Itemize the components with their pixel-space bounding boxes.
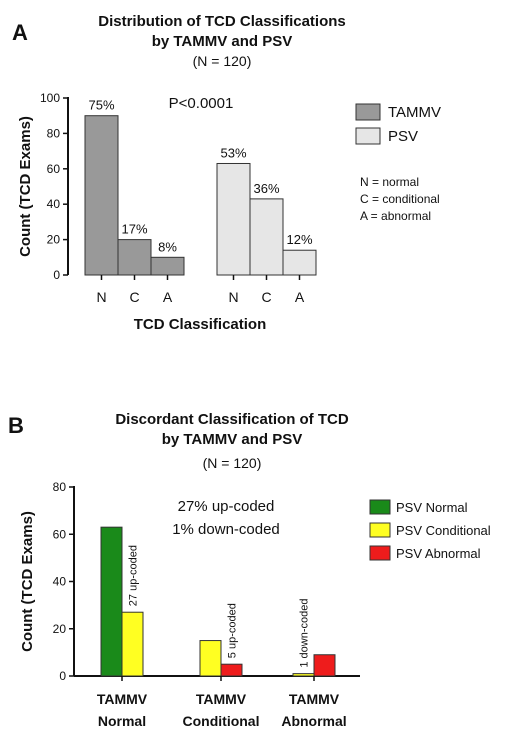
panel-b-x-tick-label: TAMMV [97,691,148,707]
panel-b-title: Discordant Classification of TCD [115,411,349,428]
panel-a-x-axis-label: TCD Classification [134,316,267,333]
panel-b-y-tick-label: 60 [53,527,67,541]
panel-b-legend-swatch [369,545,391,561]
panel-a-label: A [12,20,28,45]
panel-a-x-tick-label: A [163,289,173,305]
panel-b-x-tick-label: TAMMV [289,691,340,707]
panel-a-bar-label: 17% [121,222,147,237]
panel-a-x-tick-label: A [295,289,305,305]
panel-b-bar [199,640,222,677]
panel-a-bar-label: 75% [88,98,114,113]
panel-a-y-tick-label: 40 [47,197,61,211]
panel-a-bar [216,162,251,276]
panel-a-bar [150,256,185,276]
panel-b-label: B [8,413,24,438]
panel-b-annotation: 1% down-coded [172,521,280,538]
panel-a-legend-label: PSV [388,128,418,145]
panel-a-legend-swatch [355,127,381,145]
panel-a-bar [84,115,119,276]
panel-a-y-tick-label: 60 [47,162,61,176]
panel-b-bar [292,673,315,677]
panel-b-x-tick-label: TAMMV [196,691,247,707]
panel-a-bar [282,249,317,276]
panel-b-bar-label: 27 up-coded [128,545,140,606]
panel-b-legend-label: PSV Normal [396,500,468,515]
panel-a-key-line: N = normal [360,175,419,189]
panel-b-bar-label: 1 down-coded [299,599,311,668]
panel-a-x-tick-label: N [96,289,106,305]
panel-a-bar [117,239,152,276]
panel-b-x-tick-label: Conditional [183,713,260,729]
panel-a-bar-label: 8% [158,239,177,254]
panel-b-legend-swatch [369,522,391,538]
panel-a-key-line: C = conditional [360,192,440,206]
panel-b-subtitle: (N = 120) [203,455,262,471]
panel-a-y-tick-label: 20 [47,233,61,247]
panel-a-p-value: P<0.0001 [169,95,234,112]
panel-a-key-line: A = abnormal [360,209,431,223]
panel-b-legend-label: PSV Abnormal [396,546,481,561]
panel-b-y-tick-label: 0 [59,669,66,683]
panel-a-x-tick-label: C [261,289,271,305]
panel-b-legend-label: PSV Conditional [396,523,491,538]
panel-b-x-tick-label: Normal [98,713,146,729]
panel-a-y-tick-label: 80 [47,126,61,140]
panel-b-annotation: 27% up-coded [178,498,275,515]
panel-a-y-tick-label: 100 [40,91,60,105]
panel-b-bar-label: 5 up-coded [227,603,239,658]
panel-b-x-tick-label: Abnormal [281,713,346,729]
panel-a-bar-label: 12% [286,232,312,247]
panel-b-bar [100,526,123,677]
panel-a-bar [249,198,284,276]
panel-b-bar [121,611,144,677]
panel-a-legend-swatch [355,103,381,121]
panel-a-y-tick-label: 0 [53,268,60,282]
panel-a-title: by TAMMV and PSV [152,33,293,50]
panel-b-legend-swatch [369,499,391,515]
panel-a-x-tick-label: C [129,289,139,305]
panel-a-bar-label: 53% [220,145,246,160]
panel-a-title: Distribution of TCD Classifications [98,13,346,30]
panel-a-bar-label: 36% [253,181,279,196]
panel-a-y-axis-label: Count (TCD Exams) [17,116,34,257]
panel-a-legend-label: TAMMV [388,104,441,121]
panel-b-y-axis-label: Count (TCD Exams) [19,511,36,652]
panel-a-subtitle: (N = 120) [193,53,252,69]
panel-a-x-tick-label: N [228,289,238,305]
panel-b-title: by TAMMV and PSV [162,431,303,448]
panel-b-y-tick-label: 80 [53,480,67,494]
panel-b-y-tick-label: 40 [53,575,67,589]
panel-b-bar [313,654,336,677]
panel-b-y-tick-label: 20 [53,622,67,636]
panel-b-bar [220,663,243,677]
